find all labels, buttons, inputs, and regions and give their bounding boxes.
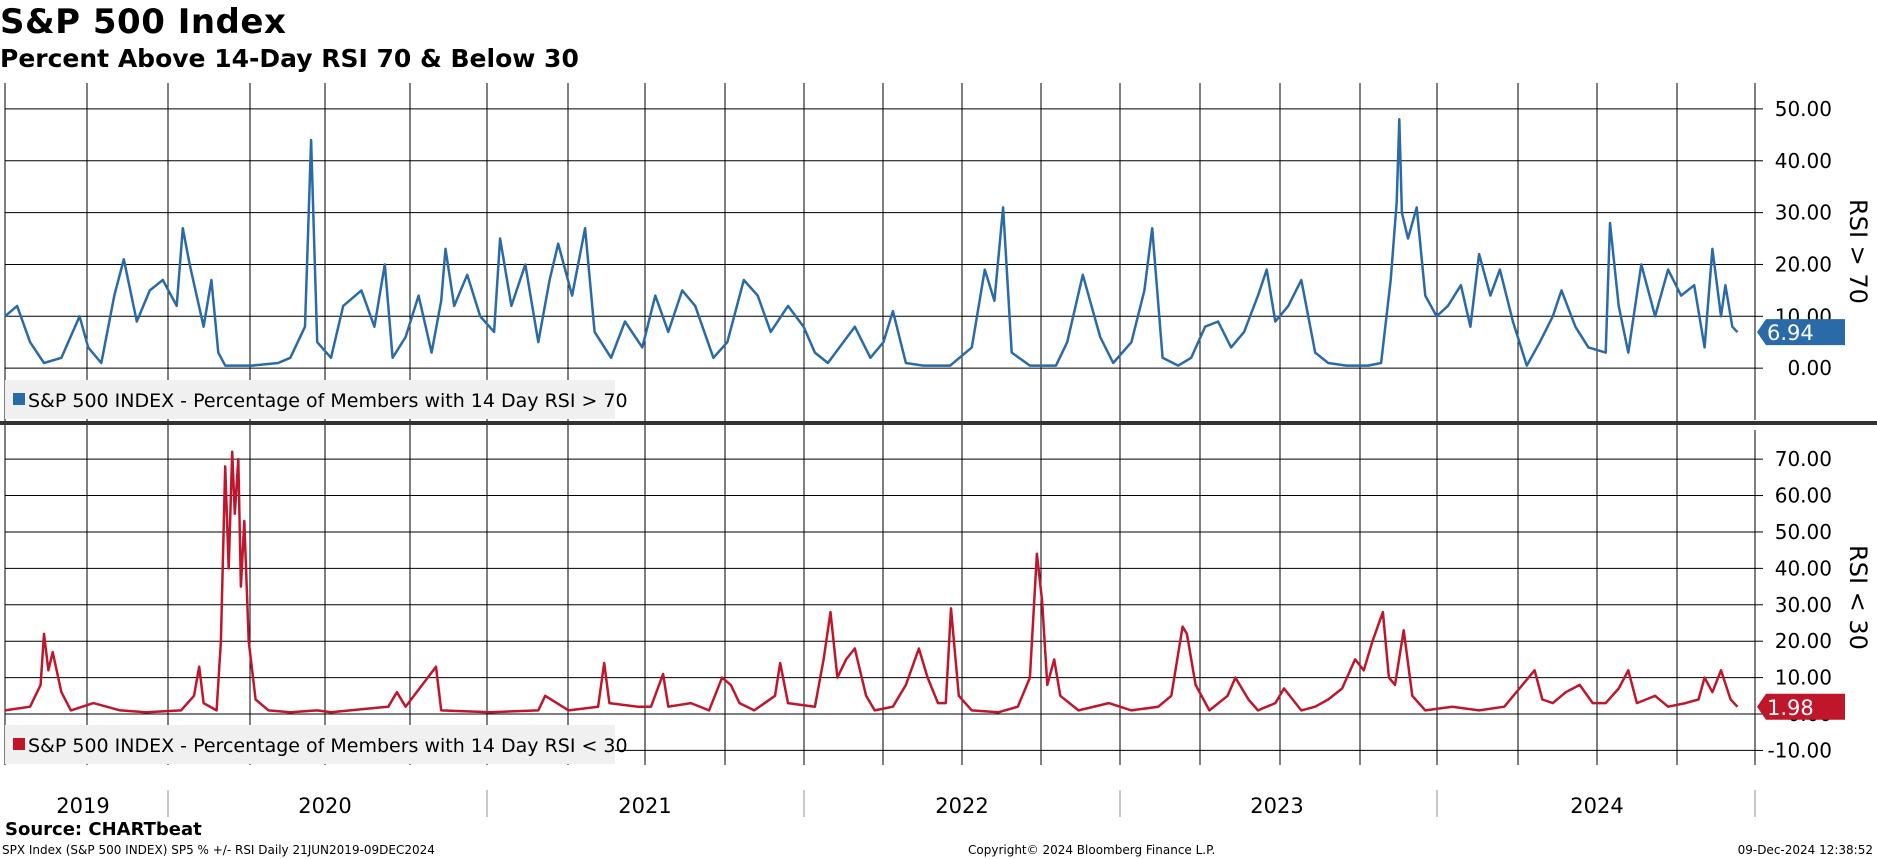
legend-box (5, 380, 615, 419)
last-value-tag (1757, 693, 1845, 720)
y-tick-label: 60.00 (1775, 484, 1832, 508)
chart-title: S&P 500 Index (0, 2, 287, 42)
x-tick-label: 2022 (935, 794, 988, 818)
last-value-label: 6.94 (1767, 321, 1814, 345)
legend-label: S&P 500 INDEX - Percentage of Members wi… (28, 390, 628, 412)
y-axis-label: RSI > 70 (1844, 199, 1872, 304)
last-value-tag (1757, 319, 1845, 346)
legend-swatch (13, 393, 25, 405)
legend-swatch (13, 738, 25, 750)
footer-copyright: Copyright© 2024 Bloomberg Finance L.P. (968, 843, 1216, 857)
y-tick-label: 40.00 (1775, 149, 1832, 173)
chart-subtitle: Percent Above 14-Day RSI 70 & Below 30 (0, 44, 579, 73)
x-tick-label: 2019 (56, 794, 109, 818)
legend-label: S&P 500 INDEX - Percentage of Members wi… (28, 735, 628, 757)
series-line (4, 450, 1739, 714)
legend-box (5, 725, 615, 764)
x-tick-label: 2024 (1570, 794, 1623, 818)
y-tick-label: 70.00 (1775, 447, 1832, 471)
footer-ticker: SPX Index (S&P 500 INDEX) SP5 % +/- RSI … (2, 843, 435, 857)
x-tick-label: 2023 (1250, 794, 1303, 818)
y-tick-label: 20.00 (1775, 252, 1832, 276)
last-value-label: 1.98 (1767, 696, 1814, 720)
y-axis-label: RSI < 30 (1844, 545, 1872, 650)
chart-canvas: 50.00 40.00 30.00 20.00 10.00 0.00 RSI > 70 6.9… (0, 83, 1877, 818)
y-tick-label: 30.00 (1775, 593, 1832, 617)
y-tick-label: 10.00 (1775, 666, 1832, 690)
y-tick-label: 0.00 (1787, 356, 1832, 380)
footer-timestamp: 09-Dec-2024 12:38:52 (1737, 843, 1873, 857)
y-tick-label: 20.00 (1775, 629, 1832, 653)
y-tick-label: 30.00 (1775, 201, 1832, 225)
y-tick-label: 50.00 (1775, 97, 1832, 121)
source-label: Source: CHARTbeat (5, 819, 202, 840)
x-tick-label: 2020 (298, 794, 351, 818)
series-line (4, 118, 1739, 367)
y-tick-label: 50.00 (1775, 520, 1832, 544)
y-tick-label: 40.00 (1775, 556, 1832, 580)
x-tick-label: 2021 (618, 794, 671, 818)
y-tick-label: -10.00 (1768, 738, 1832, 762)
